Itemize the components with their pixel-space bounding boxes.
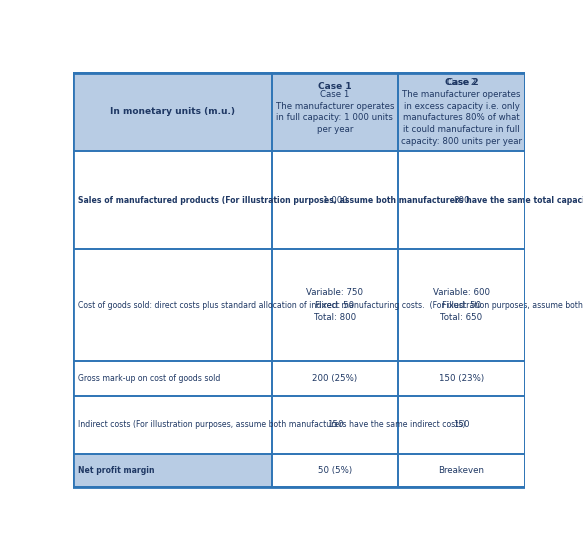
Text: Breakeven: Breakeven — [438, 466, 484, 475]
Bar — [272, 396, 398, 454]
Text: 150 (23%): 150 (23%) — [439, 373, 484, 383]
Text: Case 1
The manufacturer operates
in full capacity: 1 000 units
per year: Case 1 The manufacturer operates in full… — [276, 90, 394, 134]
Text: In monetary units (m.u.): In monetary units (m.u.) — [110, 107, 235, 116]
Bar — [272, 361, 398, 396]
Bar — [398, 454, 525, 486]
Text: Variable: 600
Fixed: 50
Total: 650: Variable: 600 Fixed: 50 Total: 650 — [433, 288, 490, 322]
Bar — [398, 396, 525, 454]
Bar — [73, 249, 272, 361]
Bar — [272, 249, 398, 361]
Bar — [398, 361, 525, 396]
Text: Variable: 750
Fixed: 50
Total: 800: Variable: 750 Fixed: 50 Total: 800 — [307, 288, 363, 322]
Text: 150: 150 — [453, 420, 470, 429]
Text: Case 2
The manufacturer operates
in excess capacity i.e. only
manufactures 80% o: Case 2 The manufacturer operates in exce… — [401, 78, 522, 146]
Text: 1 000: 1 000 — [322, 196, 347, 205]
Text: 200 (25%): 200 (25%) — [312, 373, 357, 383]
Bar — [398, 151, 525, 249]
Bar — [272, 73, 398, 151]
Bar — [73, 151, 272, 249]
Bar — [73, 73, 272, 151]
Bar — [73, 454, 272, 486]
Bar — [398, 249, 525, 361]
Text: Case 2: Case 2 — [445, 78, 478, 87]
Text: Sales of manufactured products (For illustration purposes, assume both manufactu: Sales of manufactured products (For illu… — [78, 196, 583, 205]
Text: 800: 800 — [453, 196, 470, 205]
Text: Indirect costs (For illustration purposes, assume both manufacturers have the sa: Indirect costs (For illustration purpose… — [78, 420, 466, 429]
Bar — [73, 361, 272, 396]
Text: 50 (5%): 50 (5%) — [318, 466, 352, 475]
Text: 150: 150 — [326, 420, 343, 429]
Bar — [398, 73, 525, 151]
Text: Cost of goods sold: direct costs plus standard allocation of indirect manufactur: Cost of goods sold: direct costs plus st… — [78, 300, 583, 310]
Text: Net profit margin: Net profit margin — [78, 466, 155, 475]
Text: Case 1: Case 1 — [318, 83, 352, 91]
Bar — [272, 454, 398, 486]
Bar — [272, 151, 398, 249]
Text: Gross mark-up on cost of goods sold: Gross mark-up on cost of goods sold — [78, 373, 221, 383]
Bar — [73, 396, 272, 454]
